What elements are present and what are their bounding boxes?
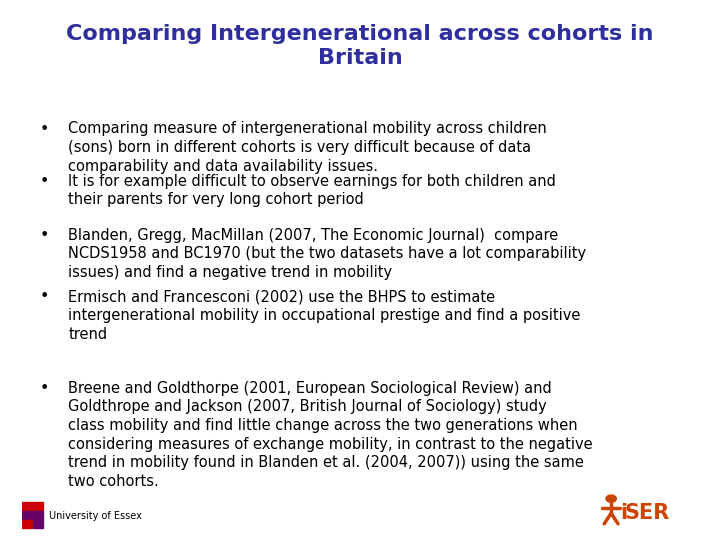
- Bar: [33, 511, 43, 519]
- Bar: [33, 519, 43, 528]
- Text: Blanden, Gregg, MacMillan (2007, The Economic Journal)  compare
NCDS1958 and BC1: Blanden, Gregg, MacMillan (2007, The Eco…: [68, 228, 587, 280]
- Text: Comparing measure of intergenerational mobility across children
(sons) born in d: Comparing measure of intergenerational m…: [68, 122, 547, 174]
- Circle shape: [606, 495, 616, 502]
- Text: •: •: [40, 174, 49, 189]
- Text: Ermisch and Francesconi (2002) use the BHPS to estimate
intergenerational mobili: Ermisch and Francesconi (2002) use the B…: [68, 289, 581, 342]
- Text: i: i: [620, 503, 627, 523]
- Text: •: •: [40, 381, 49, 396]
- Text: It is for example difficult to observe earnings for both children and
their pare: It is for example difficult to observe e…: [68, 174, 557, 207]
- Text: SER: SER: [625, 503, 670, 523]
- Text: Comparing Intergenerational across cohorts in
Britain: Comparing Intergenerational across cohor…: [66, 24, 654, 68]
- Text: •: •: [40, 122, 49, 137]
- Bar: [22, 511, 32, 519]
- Bar: [22, 502, 32, 510]
- Text: University of Essex: University of Essex: [49, 511, 142, 521]
- Text: •: •: [40, 289, 49, 305]
- Text: Breene and Goldthorpe (2001, European Sociological Review) and
Goldthrope and Ja: Breene and Goldthorpe (2001, European So…: [68, 381, 593, 489]
- Text: •: •: [40, 228, 49, 243]
- Bar: [33, 502, 43, 510]
- Bar: [22, 519, 32, 528]
